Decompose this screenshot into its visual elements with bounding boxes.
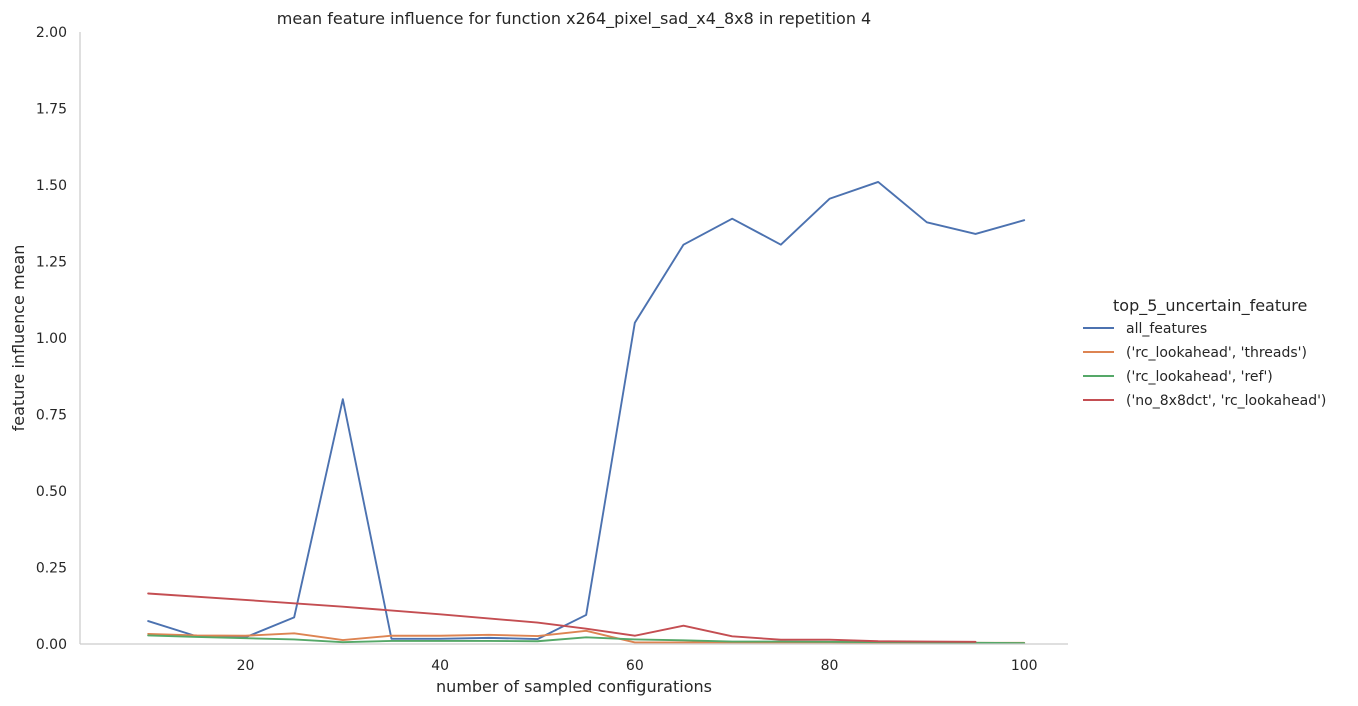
y-tick-label: 0.75 — [36, 408, 67, 424]
y-axis-label: feature influence mean — [9, 245, 28, 432]
chart-title: mean feature influence for function x264… — [277, 9, 871, 29]
y-tick-label: 1.50 — [36, 178, 67, 194]
y-tick-label: 1.75 — [36, 102, 67, 118]
y-tick-label: 1.25 — [36, 255, 67, 271]
legend-label: all_features — [1126, 321, 1207, 337]
x-tick-label: 100 — [1011, 658, 1038, 674]
x-axis-label: number of sampled configurations — [436, 677, 712, 696]
legend: top_5_uncertain_feature all_features ('rc… — [1083, 296, 1326, 409]
plot-area — [147, 180, 1026, 645]
y-tick-label: 0.25 — [36, 561, 67, 577]
y-tick-label: 0.00 — [36, 637, 67, 653]
x-tick-label: 80 — [821, 658, 839, 674]
y-tick-label: 0.50 — [36, 484, 67, 500]
y-tick-label: 2.00 — [36, 25, 67, 41]
series-line-1 — [147, 180, 1026, 641]
legend-title: top_5_uncertain_feature — [1113, 296, 1307, 316]
y-tick-label: 1.00 — [36, 331, 67, 347]
x-tick-label: 20 — [237, 658, 255, 674]
x-tick-label: 40 — [431, 658, 449, 674]
y-axis-ticks: 0.00 0.25 0.50 0.75 1.00 1.25 1.50 1.75 2.00 — [36, 25, 67, 653]
legend-label: ('no_8x8dct', 'rc_lookahead') — [1126, 393, 1326, 409]
x-tick-label: 60 — [626, 658, 644, 674]
legend-label: ('rc_lookahead', 'threads') — [1126, 345, 1307, 361]
x-axis-ticks: 20 40 60 80 100 — [237, 658, 1038, 674]
legend-label: ('rc_lookahead', 'ref') — [1126, 369, 1273, 385]
series-line-4 — [147, 592, 977, 643]
